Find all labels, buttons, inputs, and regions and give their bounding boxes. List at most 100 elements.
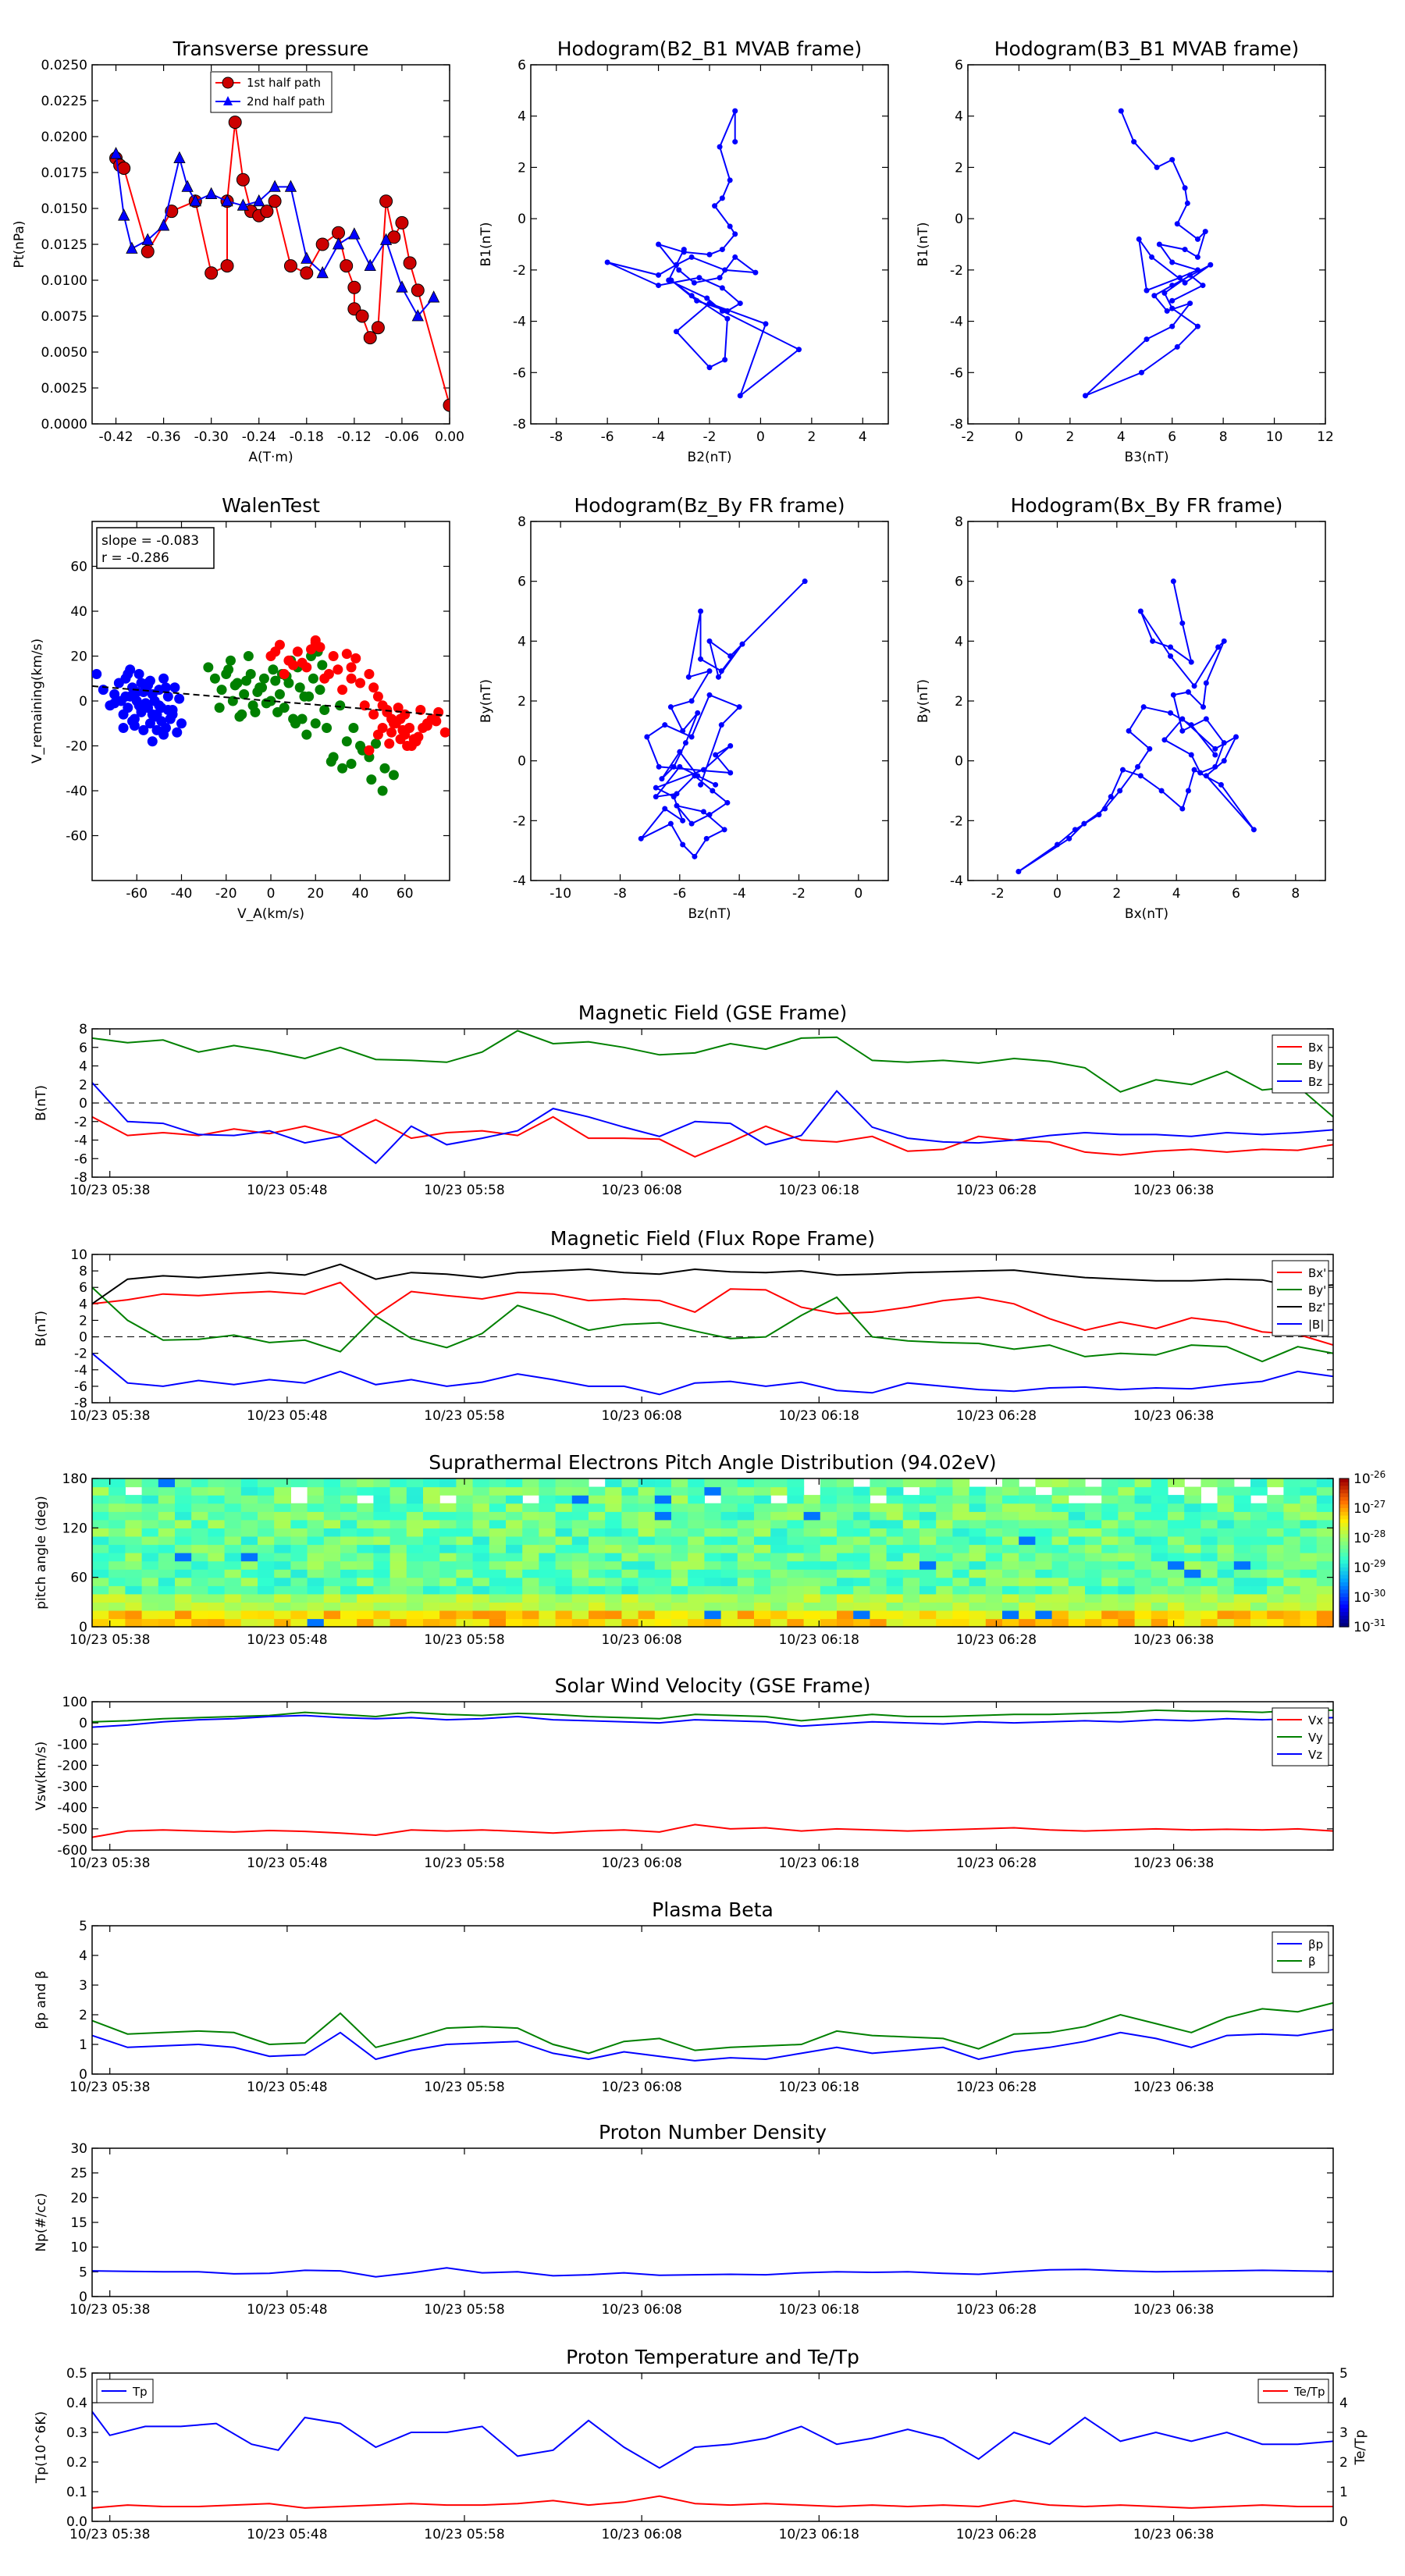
pad-cell	[389, 1528, 407, 1537]
pad-cell	[919, 1560, 937, 1570]
pad-cell	[952, 1610, 970, 1620]
pad-cell	[688, 1535, 705, 1546]
pad-cell	[985, 1495, 1003, 1504]
pad-cell	[1283, 1535, 1301, 1546]
pad-cell	[373, 1569, 391, 1578]
x-tick-label: 10/23 05:48	[247, 2527, 327, 2542]
pad-cell	[704, 1535, 722, 1546]
legend-entry: 1st half path	[247, 76, 321, 90]
pad-cell	[1217, 1593, 1235, 1603]
pad-cell	[853, 1569, 870, 1578]
pad-cell	[571, 1486, 589, 1496]
pad-cell	[1134, 1618, 1152, 1628]
pad-cell	[1300, 1544, 1318, 1553]
pad-cell	[720, 1602, 738, 1611]
walen-point-green	[239, 688, 250, 699]
pad-cell	[357, 1569, 374, 1578]
pad-cell	[1184, 1610, 1201, 1620]
pad-cell	[472, 1535, 490, 1546]
pad-cell	[787, 1503, 805, 1512]
pad-cell	[638, 1535, 656, 1546]
colorbar-cell	[1339, 1571, 1349, 1576]
pad-cell	[258, 1519, 275, 1528]
pad-cell	[1267, 1618, 1284, 1628]
pad-cell	[307, 1486, 325, 1496]
pad-cell	[389, 1486, 407, 1496]
pad-cell	[1217, 1602, 1235, 1611]
hodogram-point	[670, 763, 677, 770]
pad-cell	[522, 1511, 539, 1521]
colorbar-cell	[1339, 1523, 1349, 1528]
pad-cell	[853, 1593, 870, 1603]
walen-point-green	[279, 703, 290, 713]
pad-cell	[704, 1602, 722, 1611]
walen-point-green	[301, 729, 312, 740]
walen-point-blue	[162, 691, 173, 702]
pad-cell	[754, 1535, 771, 1546]
pad-cell	[1184, 1569, 1201, 1578]
colorbar-cell	[1339, 1615, 1349, 1621]
colorbar-cell	[1339, 1585, 1349, 1591]
pad-cell	[754, 1478, 771, 1488]
hodogram-point	[688, 734, 695, 740]
pad-cell	[1035, 1511, 1053, 1521]
walen-point-blue	[176, 718, 187, 729]
pad-cell	[1002, 1585, 1019, 1595]
pad-cell	[389, 1544, 407, 1553]
x-tick-label: 10/23 06:38	[1133, 1856, 1214, 1871]
colorbar-cell	[1339, 1589, 1349, 1594]
pad-cell	[969, 1544, 987, 1553]
pad-cell	[373, 1602, 391, 1611]
pad-cell	[720, 1544, 738, 1553]
pad-cell	[1267, 1535, 1284, 1546]
pad-cell	[936, 1602, 953, 1611]
pad-cell	[175, 1585, 192, 1595]
pad-cell	[737, 1593, 755, 1603]
pad-cell	[654, 1553, 672, 1562]
pad-cell	[1200, 1528, 1218, 1537]
pad-cell	[787, 1618, 805, 1628]
walen-point-blue	[133, 700, 144, 711]
pad-cell	[472, 1602, 490, 1611]
pad-cell	[820, 1495, 838, 1504]
x-tick-label: -0.36	[147, 429, 181, 445]
pad-cell	[1250, 1610, 1268, 1620]
pad-cell	[654, 1535, 672, 1546]
pad-cell	[688, 1528, 705, 1537]
pad-cell	[969, 1486, 987, 1496]
pad-cell	[373, 1560, 391, 1570]
walen-point-blue	[160, 682, 171, 693]
pad-cell	[108, 1610, 126, 1620]
series-β	[92, 2001, 1333, 2055]
pad-cell	[1002, 1503, 1019, 1512]
pad-cell	[539, 1486, 557, 1496]
pad-cell	[340, 1585, 357, 1595]
pad-cell	[1316, 1519, 1334, 1528]
pad-cell	[886, 1602, 904, 1611]
pad-cell	[902, 1511, 920, 1521]
pad-cell	[290, 1519, 308, 1528]
series-βp	[92, 2029, 1333, 2062]
pad-cell	[853, 1618, 870, 1628]
hodogram-point	[719, 285, 725, 291]
y-tick-label: 0.5	[66, 2366, 87, 2382]
walen-point-red	[364, 669, 375, 679]
y-tick-label: 0	[79, 1096, 87, 1112]
colorbar-cell	[1339, 1556, 1349, 1561]
hodogram-point	[677, 763, 683, 770]
pad-cell	[803, 1535, 821, 1546]
x-tick-label: 2	[1112, 886, 1121, 902]
hodogram-point	[1179, 716, 1186, 722]
pad-cell	[456, 1544, 474, 1553]
pad-cell	[555, 1553, 573, 1562]
y-tick-label: 0.0150	[41, 201, 87, 217]
pad-cell	[258, 1486, 275, 1496]
pad-cell	[258, 1585, 275, 1595]
pad-cell	[787, 1511, 805, 1521]
pad-cell	[208, 1610, 226, 1620]
pad-cell	[274, 1478, 291, 1488]
pad-cell	[589, 1503, 606, 1512]
hodogram-point	[680, 841, 686, 848]
hodogram-point	[1169, 305, 1176, 311]
pad-cell	[158, 1503, 176, 1512]
